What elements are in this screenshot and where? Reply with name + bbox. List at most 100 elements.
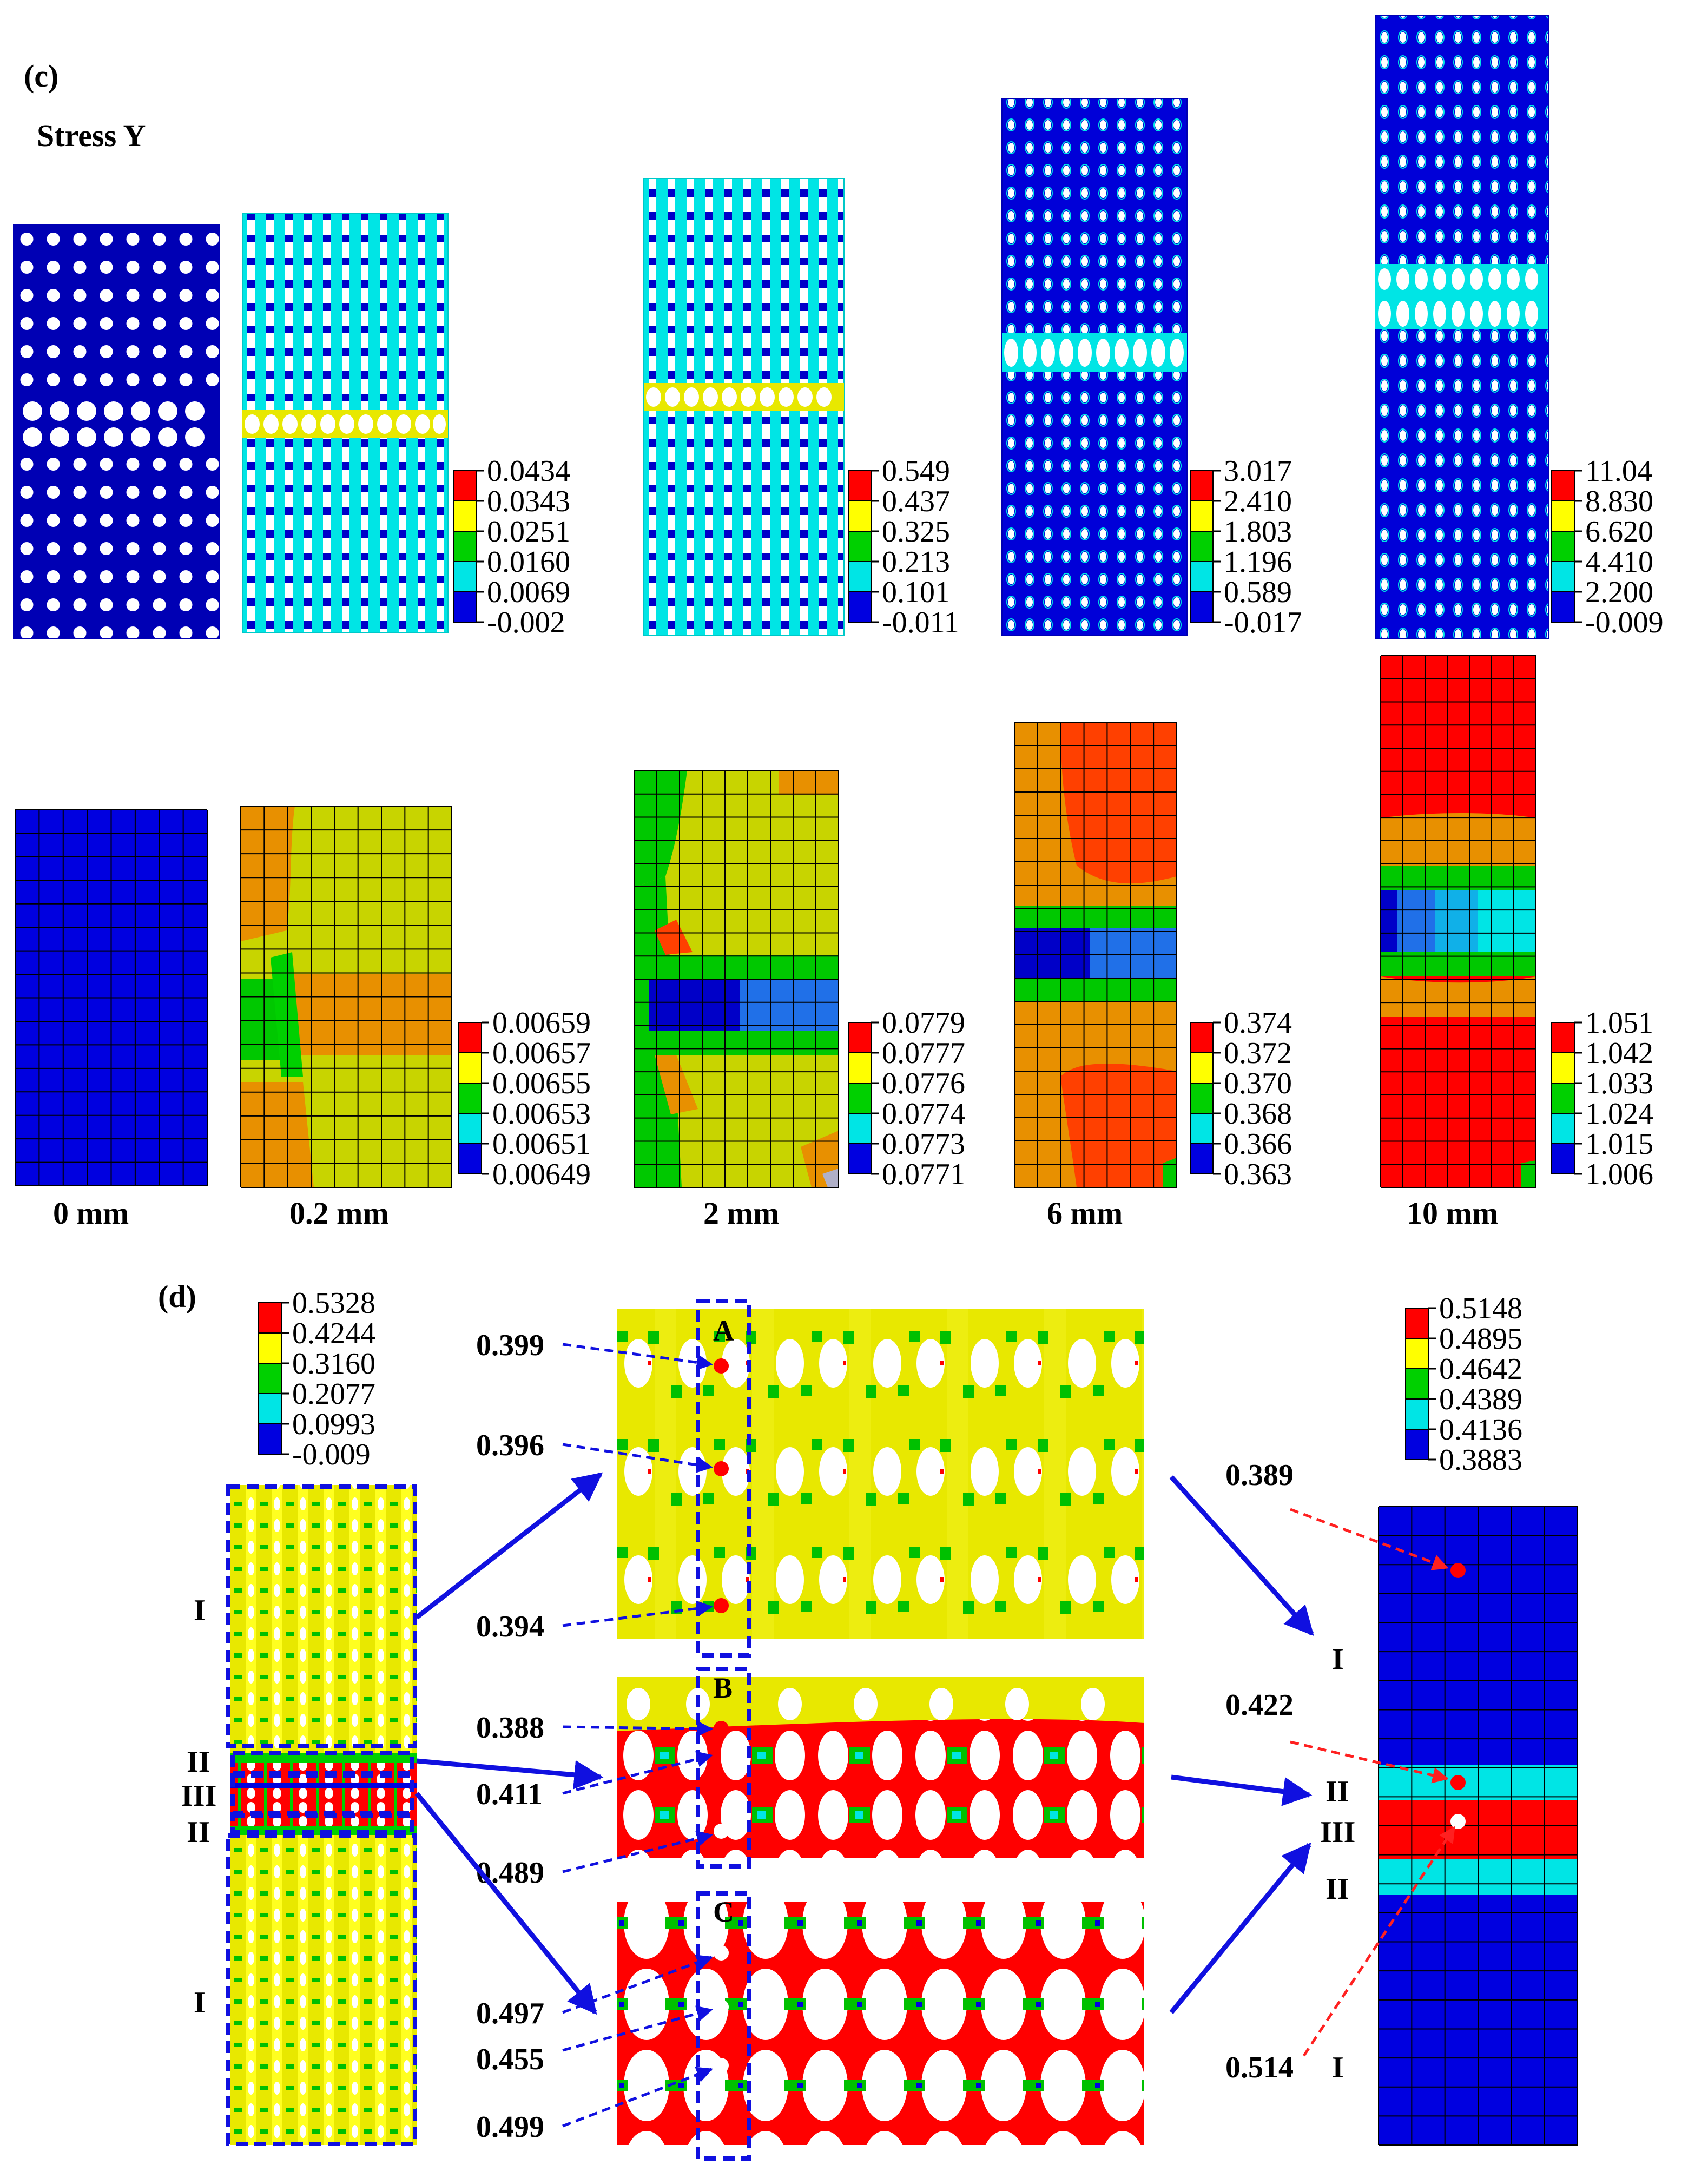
mesh-grid [1014, 722, 1177, 1188]
lattice-contour-10mm [1375, 15, 1549, 639]
legend-swatch [258, 1393, 282, 1424]
legend-swatch [848, 561, 872, 592]
legend-label: 0.00657 [492, 1037, 591, 1070]
mesh-contour-6mm [1014, 722, 1177, 1188]
legend-swatch [1405, 1398, 1429, 1430]
displacement-label-2mm: 2 mm [703, 1196, 779, 1231]
zoom-arrows-left [414, 1472, 604, 2015]
legend-swatch [1551, 561, 1575, 592]
legend-label: 0.00653 [492, 1097, 591, 1131]
legend-label: 0.437 [882, 485, 950, 518]
legend-label: 4.410 [1585, 545, 1653, 579]
legend-swatch [1190, 1022, 1214, 1053]
zone-label-right-II-bottom: II [1325, 1872, 1349, 1906]
legend-label: 2.200 [1585, 576, 1653, 609]
value-b1: 0.388 [476, 1711, 544, 1745]
legend-label: 0.00649 [492, 1158, 591, 1191]
zone-label-right-II-top: II [1325, 1775, 1349, 1808]
legend-swatch [848, 1113, 872, 1144]
legend-label: 1.803 [1224, 515, 1292, 549]
legend-label: 0.0434 [487, 454, 570, 488]
legend-label: 0.4244 [292, 1317, 375, 1350]
legend-label: 0.00655 [492, 1067, 591, 1100]
legend-label: 0.4389 [1439, 1383, 1522, 1416]
value-c2: 0.455 [476, 2043, 544, 2076]
legend-label: -0.011 [882, 606, 959, 639]
lattice-contour-2mm [643, 178, 845, 636]
legend-swatch [1551, 1082, 1575, 1114]
zoom-column-boxes [696, 1299, 751, 2161]
legend-label: 1.033 [1585, 1067, 1653, 1100]
mesh-grid [240, 806, 452, 1188]
legend-swatch [1190, 561, 1214, 592]
value-c3: 0.499 [476, 2110, 544, 2144]
value-pointers-zoom [562, 1343, 713, 2128]
zone-label-left-I-bottom: I [194, 1986, 206, 2019]
value-a2: 0.396 [476, 1429, 544, 1462]
legend-label: 0.0779 [882, 1006, 965, 1040]
legend-label: 0.372 [1224, 1037, 1292, 1070]
legend-swatch [453, 500, 477, 532]
legend-label: 0.0160 [487, 545, 570, 579]
legend-swatch [1190, 1052, 1214, 1084]
zone-label-left-II-top: II [187, 1745, 210, 1779]
legend-label: -0.009 [1585, 606, 1664, 639]
legend-label: 0.0776 [882, 1067, 965, 1100]
legend-label: -0.002 [487, 606, 565, 639]
legend-label: 1.015 [1585, 1127, 1653, 1161]
legend-label: 6.620 [1585, 515, 1653, 549]
legend-label: 0.0343 [487, 485, 570, 518]
legend-label: 0.363 [1224, 1158, 1292, 1191]
legend-label: 11.04 [1585, 454, 1652, 488]
legend-swatch [848, 1082, 872, 1114]
zone-label-left-II-bottom: II [187, 1816, 210, 1849]
mesh-contour-2mm [634, 770, 839, 1188]
zoom-letter-A: A [713, 1315, 734, 1347]
bottom-row-legends: 0.006590.006570.006550.006530.006510.006… [458, 1006, 1653, 1191]
legend-swatch [1551, 1143, 1575, 1174]
legend-label: 0.0993 [292, 1408, 375, 1441]
zoom-letter-C: C [713, 1896, 734, 1928]
legend-label: 0.3160 [292, 1347, 375, 1381]
legend-label: 1.024 [1585, 1097, 1653, 1131]
legend-label: 0.213 [882, 545, 950, 579]
legend-swatch [1190, 1113, 1214, 1144]
legend-label: 0.4136 [1439, 1413, 1522, 1447]
legend-label: 3.017 [1224, 454, 1292, 488]
legend-swatch [1405, 1338, 1429, 1369]
legend-label: 0.0774 [882, 1097, 965, 1131]
legend-swatch [258, 1302, 282, 1334]
legend-label: 1.196 [1224, 545, 1292, 579]
legend-label: 0.00659 [492, 1006, 591, 1040]
legend-label: 0.0069 [487, 576, 570, 609]
zone-label-left-I-top: I [194, 1594, 206, 1627]
value-r1: 0.389 [1225, 1458, 1294, 1492]
mesh-grid [15, 809, 208, 1186]
value-r3: 0.514 [1225, 2051, 1294, 2084]
legend-label: 2.410 [1224, 485, 1292, 518]
legend-label: 0.0777 [882, 1037, 965, 1070]
legend-label: 0.5148 [1439, 1292, 1522, 1325]
value-pointers-right [1290, 1508, 1456, 2057]
legend-swatch [1190, 470, 1214, 501]
panel-d-label: (d) [158, 1279, 196, 1314]
legend-label: 0.2077 [292, 1377, 375, 1411]
legend-label: 0.0251 [487, 515, 570, 549]
legend-label: 0.0771 [882, 1158, 965, 1191]
legend-swatch [1190, 1082, 1214, 1114]
legend-label: 0.0773 [882, 1127, 965, 1161]
value-b3: 0.489 [476, 1856, 544, 1890]
legend-swatch [848, 1022, 872, 1053]
zoom-arrows-right [1169, 1475, 1314, 2014]
legend-swatch [1551, 531, 1575, 562]
legend-swatch [1405, 1368, 1429, 1400]
legend-swatch [458, 1052, 482, 1084]
legend-swatch [1190, 1143, 1214, 1174]
